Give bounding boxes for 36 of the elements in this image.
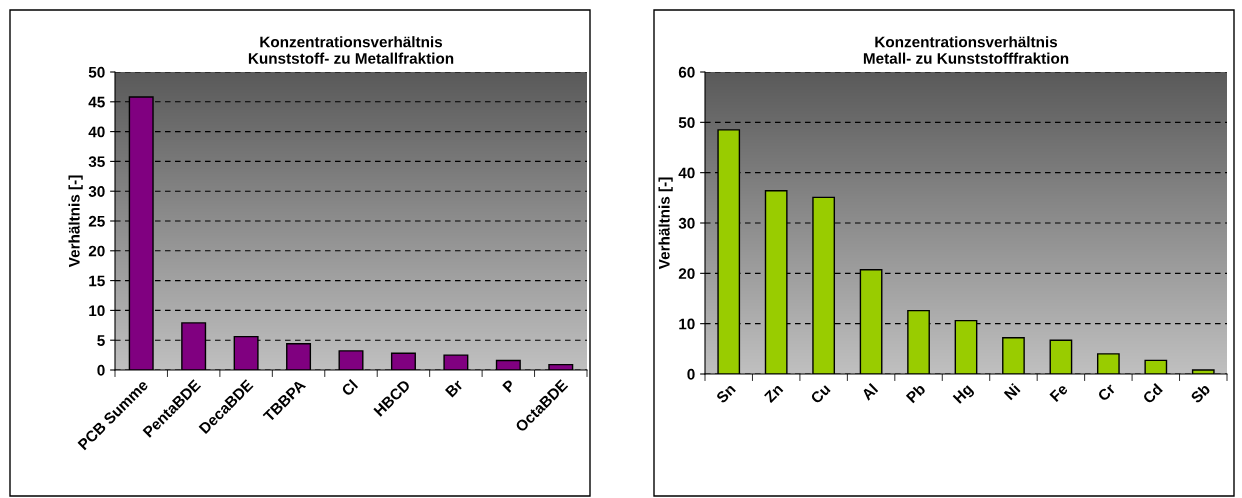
y-tick-label: 20 xyxy=(678,268,695,280)
x-tick-label: Cr xyxy=(1097,382,1117,402)
y-tick-label: 30 xyxy=(678,217,695,229)
x-tick-label: Zn xyxy=(763,383,784,404)
x-tick-label: Al xyxy=(860,383,879,401)
y-tick-label: 25 xyxy=(88,215,105,227)
x-tick-label: Fe xyxy=(1049,383,1069,403)
x-tick-label: Ni xyxy=(1003,383,1021,401)
chart-title: Konzentrationsverhältnis Metall- zu Kunststofffraktion xyxy=(863,36,1069,64)
y-tick-label: 15 xyxy=(89,275,105,287)
y-axis-title: Verhältnis [-] xyxy=(68,175,83,268)
x-tick-label: Hg xyxy=(952,383,976,407)
y-tick-label: 30 xyxy=(88,186,105,197)
y-tick-label: 40 xyxy=(88,126,105,138)
y-tick-label: 35 xyxy=(88,156,105,168)
x-tick-label: P xyxy=(502,379,516,393)
y-tick-label: 0 xyxy=(687,368,695,380)
x-tick-label: Cu xyxy=(809,383,831,405)
chart-title: Konzentrationsverhältnis Kunststoff- zu Metallfraktion xyxy=(248,36,454,64)
y-tick-label: 45 xyxy=(88,96,105,108)
y-tick-label: 20 xyxy=(88,245,105,257)
x-tick-label: Cl xyxy=(340,379,359,397)
x-tick-label: Sb xyxy=(1189,382,1211,404)
y-tick-label: 10 xyxy=(679,318,695,330)
x-tick-label: Br xyxy=(445,378,464,398)
y-axis-title: Verhältnis [-] xyxy=(658,177,673,270)
y-tick-label: 60 xyxy=(678,66,695,78)
x-tick-label: Pb xyxy=(905,382,927,404)
x-tick-label: Cd xyxy=(1141,383,1164,405)
y-tick-label: 5 xyxy=(97,335,105,346)
y-tick-label: 10 xyxy=(89,305,105,317)
y-tick-label: 40 xyxy=(678,167,695,179)
y-tick-label: 50 xyxy=(678,117,695,129)
y-tick-label: 50 xyxy=(88,66,105,78)
x-tick-label: Sn xyxy=(715,383,736,404)
y-tick-label: 0 xyxy=(97,364,105,376)
